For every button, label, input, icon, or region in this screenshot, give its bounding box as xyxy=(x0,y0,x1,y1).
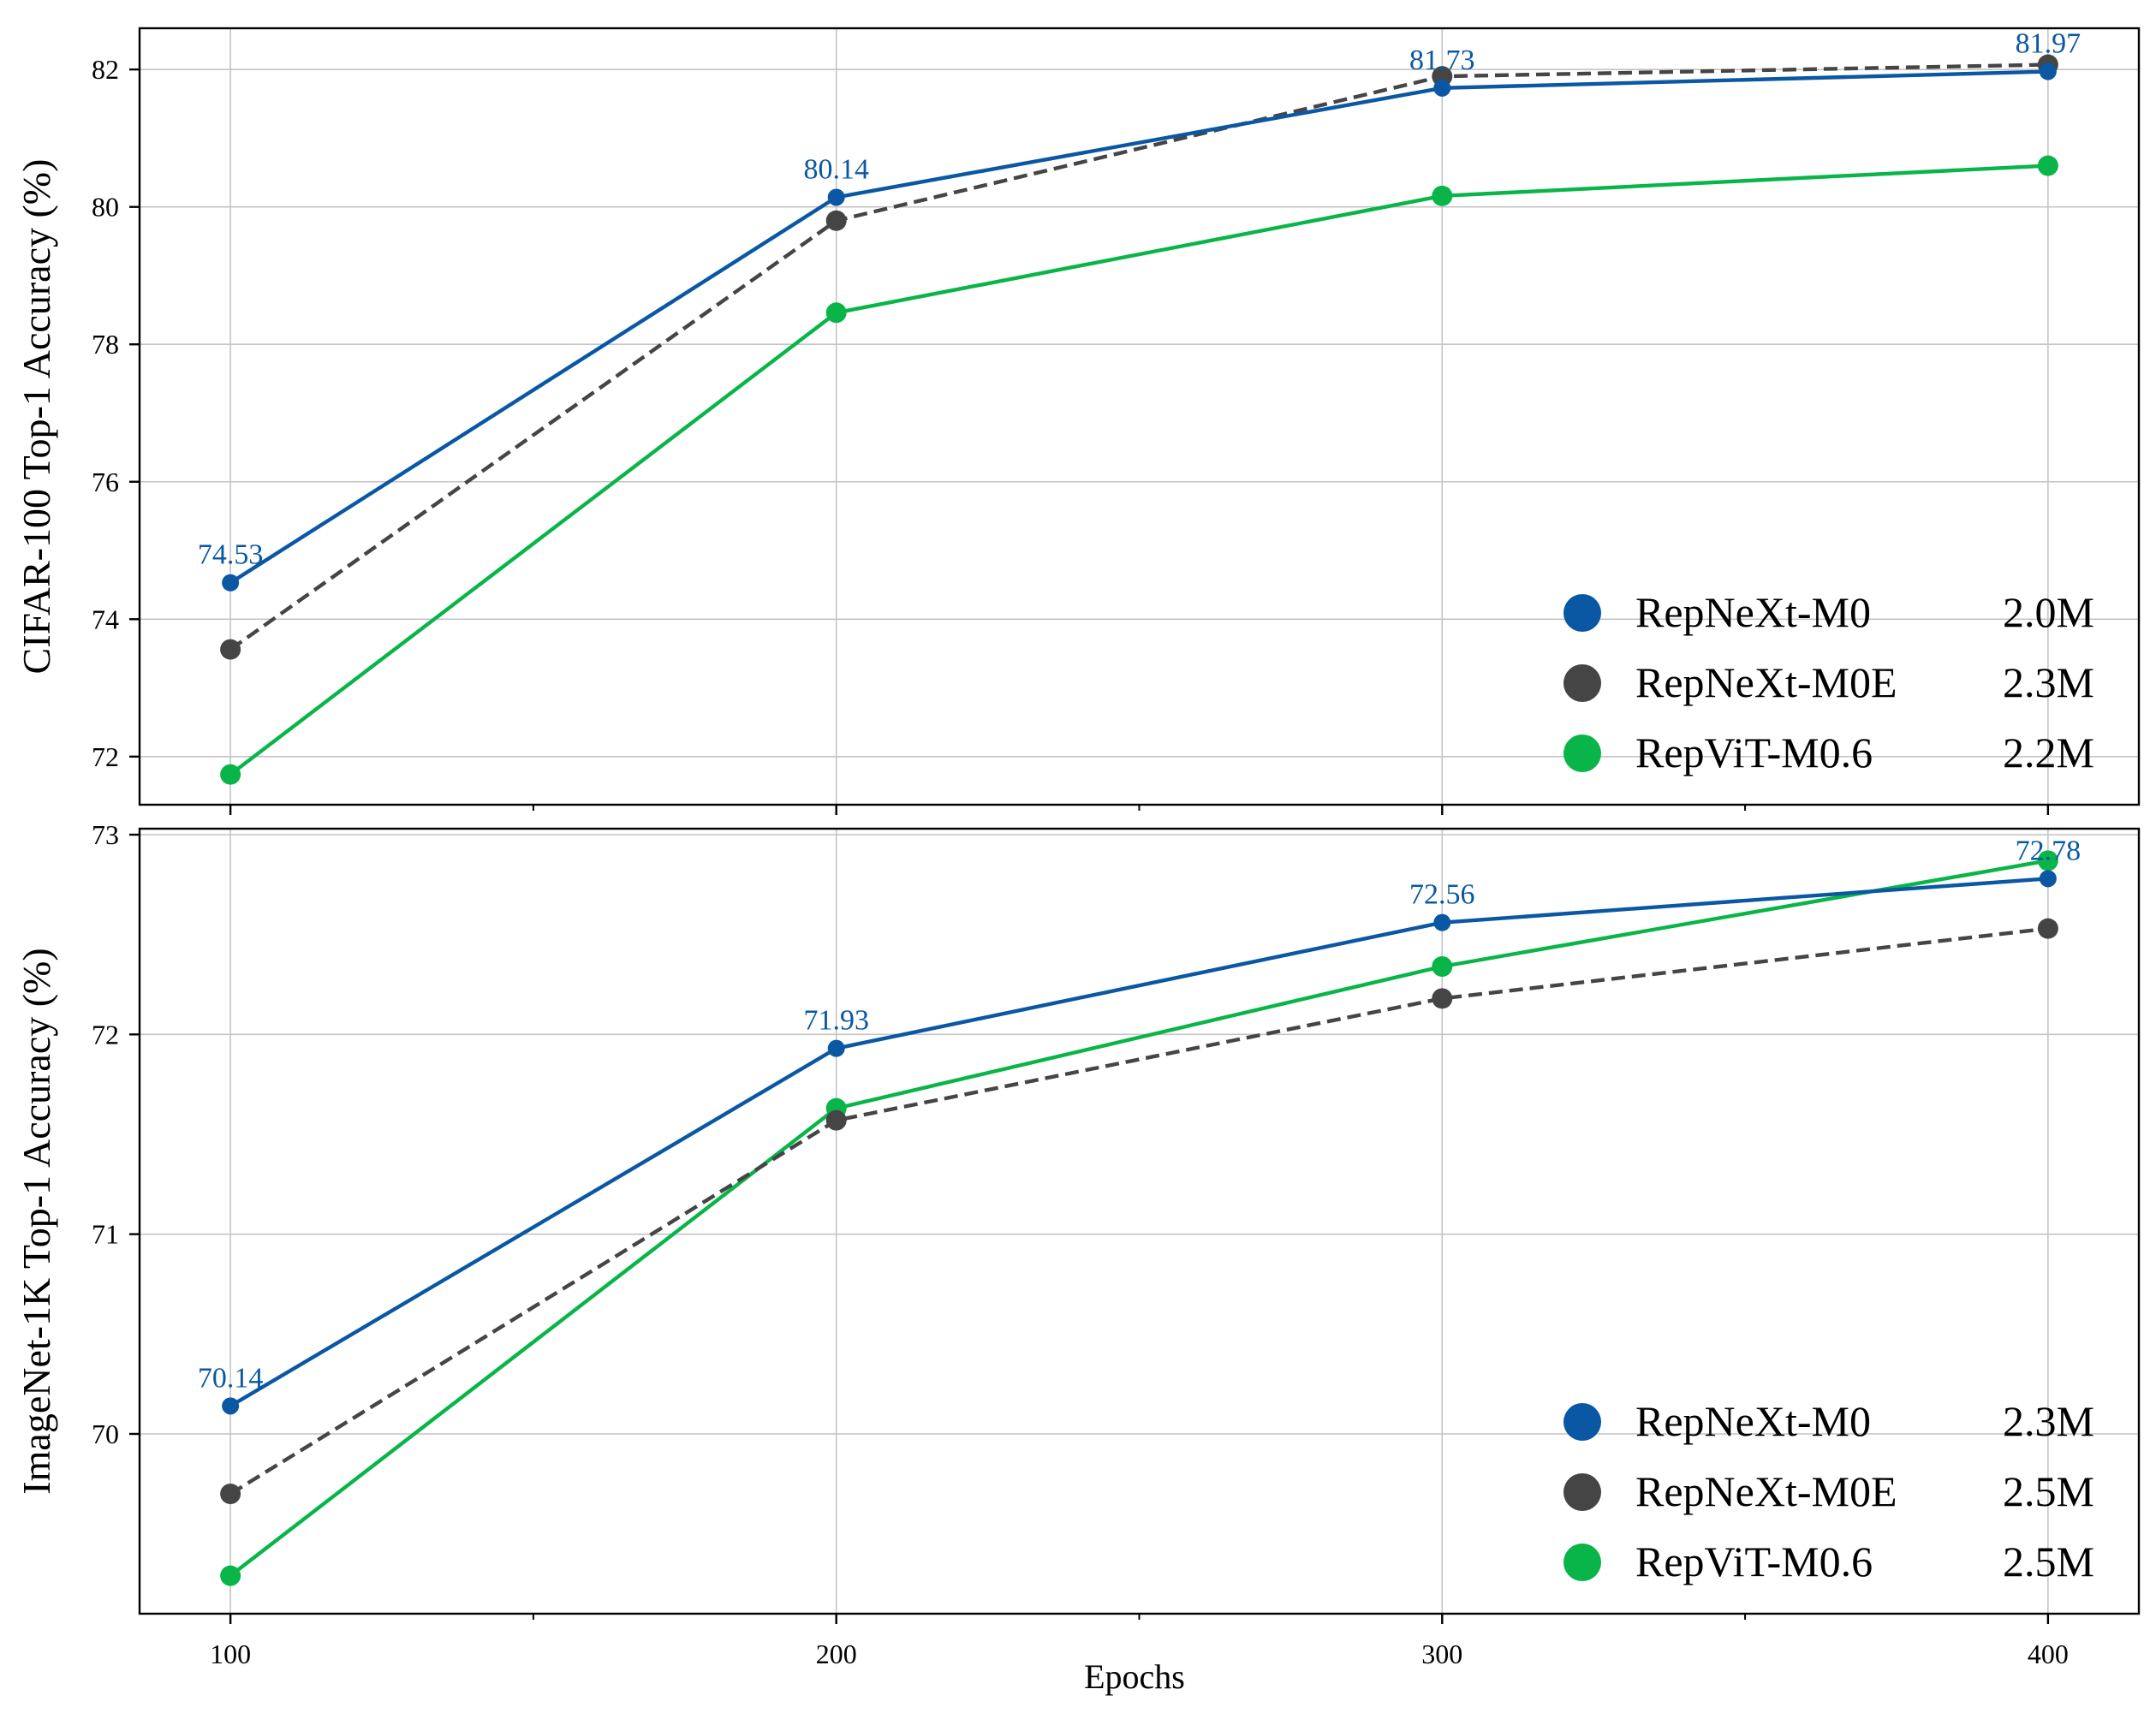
imagenet1k-y-axis-label: ImageNet-1K Top-1 Accuracy (%) xyxy=(15,948,58,1494)
series-line xyxy=(229,859,2049,1578)
data-label: 72.56 xyxy=(1409,879,1475,911)
legend-series-name: RepViT-M0.6 xyxy=(1635,1538,1873,1585)
data-label: 81.73 xyxy=(1409,45,1475,76)
series-repnext-m0 xyxy=(222,870,2057,1415)
legend-params: 2.0M xyxy=(2003,588,2094,636)
data-point xyxy=(220,1484,241,1504)
legend-marker xyxy=(1563,735,1601,772)
data-point xyxy=(825,302,847,324)
data-point xyxy=(222,574,240,592)
data-point xyxy=(1432,988,1453,1009)
y-tick-label: 72 xyxy=(92,1019,119,1050)
cifar100-panel: 72 74 76 78 80 82 CIFAR-100 Top-1 Accuracy (%)… xyxy=(15,27,2141,815)
data-label: 72.78 xyxy=(2016,835,2082,866)
legend-params: 2.5M xyxy=(2003,1467,2094,1515)
legend-marker xyxy=(1563,664,1601,702)
data-point xyxy=(2037,155,2058,176)
series-line xyxy=(229,62,2048,651)
y-tick-label: 72 xyxy=(92,741,119,772)
data-point xyxy=(825,1109,847,1131)
x-tick-label: 100 xyxy=(210,1639,251,1669)
y-tick-label: 80 xyxy=(92,192,119,223)
series-line xyxy=(229,69,2048,585)
imagenet1k-panel: 100 200 300 400 70 71 72 73 ImageNet-1K Top-1 Ac… xyxy=(15,819,2141,1669)
legend-series-name: RepNeXt-M0E xyxy=(1635,1467,1897,1515)
y-tick-label: 76 xyxy=(92,467,119,497)
imagenet1k-grid xyxy=(140,829,2139,1614)
cifar100-y-axis-label: CIFAR-100 Top-1 Accuracy (%) xyxy=(15,159,58,675)
y-tick-label: 70 xyxy=(92,1419,119,1449)
x-axis-label: Epochs xyxy=(1084,1657,1185,1696)
series-line xyxy=(229,164,2048,776)
data-label: 74.53 xyxy=(198,539,264,571)
legend-marker xyxy=(1563,1473,1601,1511)
data-point xyxy=(2037,850,2058,871)
data-point xyxy=(1432,956,1453,977)
y-tick-label: 82 xyxy=(92,54,119,85)
series-repnext-m0e xyxy=(220,918,2058,1504)
y-tick-label: 73 xyxy=(92,819,119,850)
data-point xyxy=(1432,185,1453,206)
data-point xyxy=(827,188,845,206)
data-point xyxy=(222,1397,240,1415)
data-label: 81.97 xyxy=(2016,28,2082,60)
y-tick-label: 74 xyxy=(92,604,119,634)
series-line xyxy=(229,877,2049,1408)
legend-params: 2.5M xyxy=(2003,1538,2094,1585)
data-point xyxy=(220,764,241,785)
cifar100-legend: RepNeXt-M0 2.0M RepNeXt-M0E 2.3M RepViT-M0.6… xyxy=(1563,588,2094,776)
data-point xyxy=(1433,913,1451,931)
data-point xyxy=(1433,79,1451,97)
data-point xyxy=(220,639,241,660)
data-label: 71.93 xyxy=(803,1005,869,1037)
legend-params: 2.3M xyxy=(2003,1397,2094,1445)
data-point xyxy=(2039,62,2057,80)
legend-params: 2.2M xyxy=(2003,729,2094,776)
x-tick-label: 300 xyxy=(1421,1639,1462,1669)
data-point xyxy=(2039,870,2057,888)
legend-series-name: RepNeXt-M0 xyxy=(1635,588,1871,636)
legend-marker xyxy=(1563,1544,1601,1581)
y-tick-label: 71 xyxy=(92,1219,119,1250)
series-line xyxy=(229,926,2049,1496)
series-repnext-m0 xyxy=(222,62,2057,592)
legend-series-name: RepViT-M0.6 xyxy=(1635,729,1873,776)
x-tick-label: 200 xyxy=(816,1639,857,1669)
imagenet1k-legend: RepNeXt-M0 2.3M RepNeXt-M0E 2.5M RepViT-M0.6… xyxy=(1563,1397,2094,1585)
legend-series-name: RepNeXt-M0 xyxy=(1635,1397,1871,1445)
data-label: 70.14 xyxy=(198,1362,264,1394)
series-repvit-m0-6 xyxy=(220,155,2058,785)
legend-marker xyxy=(1563,594,1601,632)
data-point xyxy=(2037,918,2058,939)
y-tick-label: 78 xyxy=(92,329,119,360)
x-tick-label: 400 xyxy=(2028,1639,2069,1669)
data-point xyxy=(220,1565,241,1586)
legend-marker xyxy=(1563,1403,1601,1441)
legend-params: 2.3M xyxy=(2003,658,2094,706)
data-point xyxy=(825,210,847,231)
data-label: 80.14 xyxy=(803,153,869,185)
data-point xyxy=(827,1039,845,1057)
legend-series-name: RepNeXt-M0E xyxy=(1635,658,1897,706)
